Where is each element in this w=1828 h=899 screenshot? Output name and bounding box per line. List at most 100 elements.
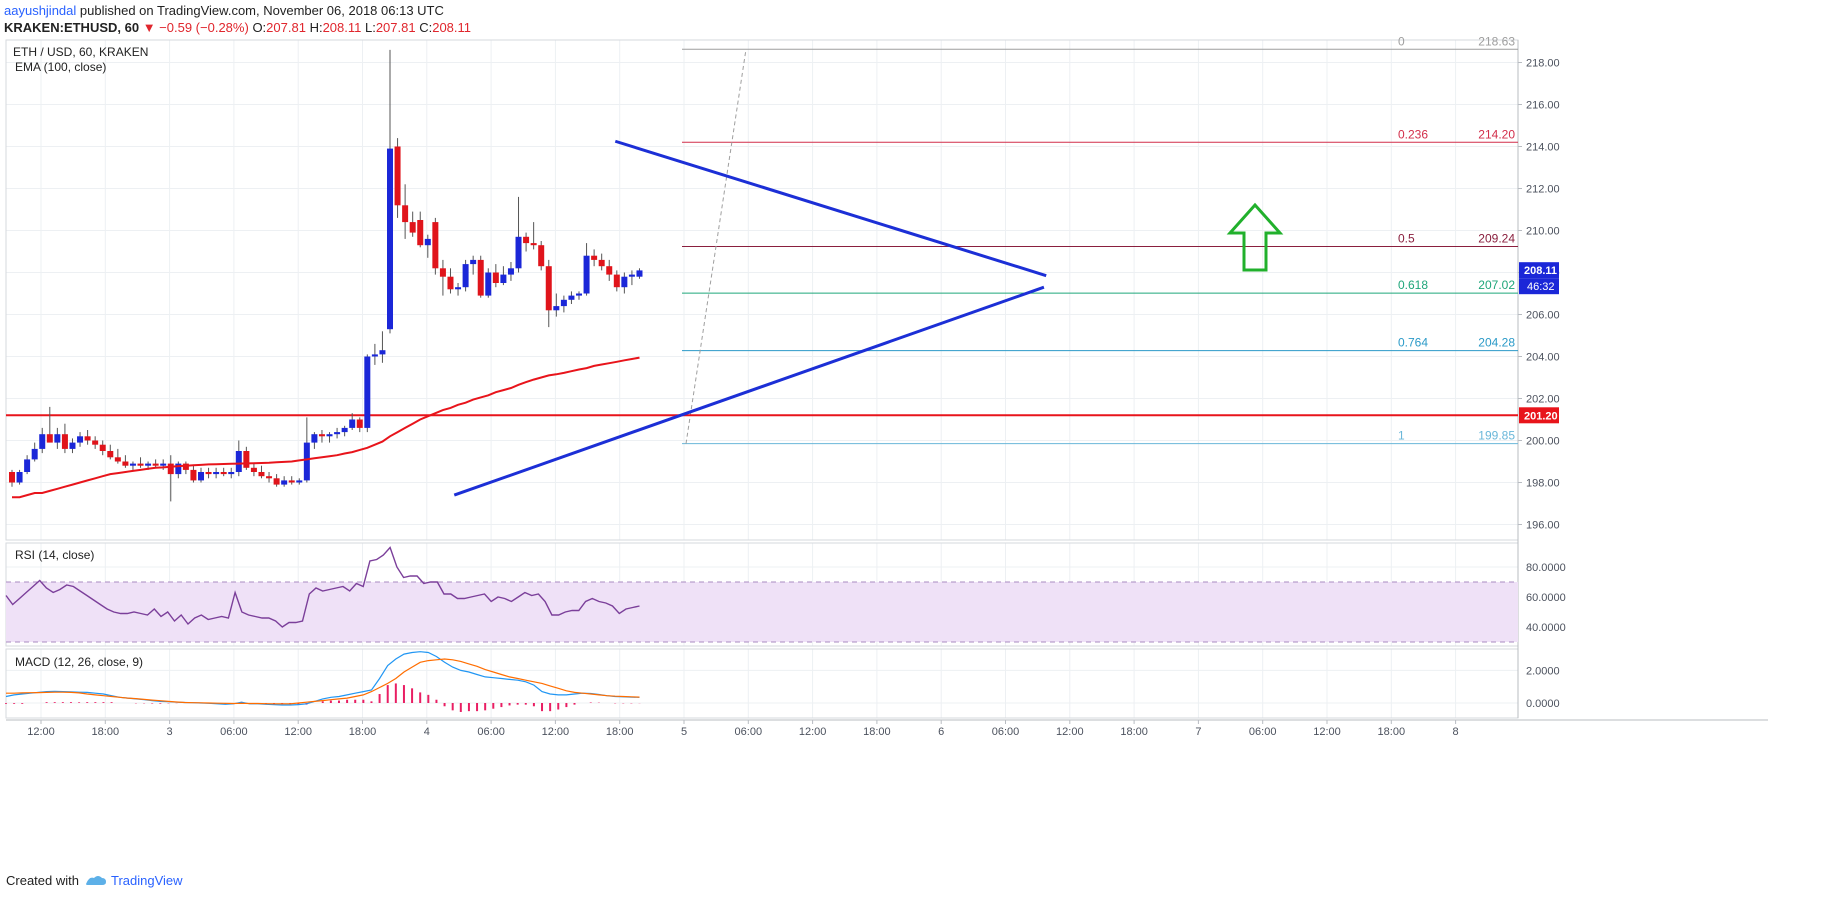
low-value: 207.81	[375, 20, 416, 35]
time-tick-label: 18:00	[606, 726, 634, 738]
ema-line	[12, 356, 640, 499]
close-value: 208.11	[432, 20, 472, 35]
candle-body	[545, 266, 552, 311]
candle-body	[598, 259, 605, 267]
price-tick-label: 214.00	[1526, 142, 1560, 154]
candle-body	[628, 274, 635, 277]
candle-body	[190, 469, 197, 481]
macd-tick-label: 0.0000	[1526, 698, 1560, 710]
rsi-pane	[5, 546, 1518, 643]
candle-body	[485, 272, 492, 296]
tradingview-link[interactable]: TradingView	[110, 873, 183, 888]
price-tick-label: 204.00	[1526, 352, 1560, 364]
created-with-text: Created with	[6, 873, 79, 888]
time-tick-label: 18:00	[863, 726, 891, 738]
candle-body	[24, 459, 31, 472]
rsi-tick-label: 80.0000	[1526, 562, 1566, 574]
candle-body	[591, 255, 598, 260]
candle-body	[198, 472, 204, 481]
price-axis[interactable]: 218.00216.00214.00212.00210.00208.00206.…	[1518, 58, 1566, 711]
macd-label: MACD (12, 26, close, 9)	[15, 655, 143, 669]
pane-frame	[5, 648, 1519, 719]
author-link[interactable]: aayushjindal	[4, 3, 77, 18]
candle-body	[439, 268, 446, 277]
publish-info: aayushjindal published on TradingView.co…	[4, 2, 444, 19]
candle-body	[220, 472, 227, 475]
falling-resistance-trendline	[614, 139, 1047, 278]
candle-body	[258, 472, 265, 477]
candle-body	[523, 236, 530, 244]
high-label: H:	[309, 20, 323, 35]
candle-body	[92, 440, 99, 445]
fib-retracement[interactable]: 0 218.63 0.236 214.20 0.5 209.24 0.618 207.02 0.…	[682, 34, 1518, 445]
fib-ratio-label: 0.5	[1398, 231, 1415, 245]
candle-body	[281, 480, 288, 485]
time-axis[interactable]: 12:00 18:00 3 06:00 12:00 18:00 4 06:00 12:00 18:…	[27, 720, 1459, 738]
candle-body	[167, 463, 174, 475]
candle-body	[326, 434, 333, 437]
time-tick-label: 12:00	[799, 726, 827, 738]
time-tick-label: 06:00	[220, 726, 248, 738]
chart-area[interactable]: 0 218.63 0.236 214.20 0.5 209.24 0.618 207.02 0.…	[0, 0, 1828, 870]
candle-body	[606, 266, 613, 275]
candle-body	[288, 480, 295, 483]
candle-body	[553, 306, 560, 311]
candle-body	[145, 463, 152, 466]
candles	[9, 49, 643, 502]
candle-body	[84, 436, 91, 441]
time-tick-label: 06:00	[992, 726, 1020, 738]
support-badge-bg	[1519, 407, 1559, 424]
candle-body	[568, 295, 575, 300]
candle-body	[470, 259, 477, 265]
candle-body	[235, 451, 242, 472]
candle-body	[492, 272, 499, 283]
support-badge: 201.20	[1524, 410, 1558, 422]
price-tick-label: 196.00	[1526, 520, 1560, 532]
up-arrow-shape	[1226, 202, 1284, 272]
price-tick-label: 216.00	[1526, 100, 1560, 112]
candle-body	[500, 274, 507, 283]
candle-body	[296, 480, 303, 483]
fib-ratio-label: 0	[1398, 34, 1405, 48]
high-value: 208.11	[322, 20, 362, 35]
candle-body	[364, 356, 371, 428]
time-tick-label: 12:00	[284, 726, 312, 738]
candle-body	[462, 264, 469, 288]
up-arrow-icon[interactable]	[1226, 202, 1284, 272]
candle-body	[129, 463, 136, 466]
time-tick-label: 18:00	[1378, 726, 1406, 738]
candle-body	[371, 354, 378, 357]
fib-value-label: 199.85	[1478, 429, 1515, 443]
candle-body	[228, 472, 235, 475]
candle-body	[182, 463, 189, 470]
candle-body	[417, 220, 424, 246]
fib-ratio-label: 0.618	[1398, 278, 1428, 292]
fib-value-label: 207.02	[1478, 278, 1515, 292]
candle-body	[432, 222, 439, 269]
time-tick-label: 3	[167, 726, 173, 738]
candle-body	[160, 463, 167, 466]
pane-frame	[5, 39, 1519, 541]
fib-ratio-label: 0.764	[1398, 336, 1428, 350]
candle-body	[39, 434, 46, 449]
candle-body	[205, 472, 212, 475]
candle-body	[54, 434, 61, 443]
candle-body	[356, 419, 363, 428]
tradingview-logo-icon	[85, 874, 107, 889]
candle-body	[515, 236, 522, 269]
candle-body	[402, 205, 409, 223]
candle-body	[507, 268, 514, 275]
rising-support-trendline	[453, 285, 1045, 497]
time-tick-label: 18:00	[349, 726, 377, 738]
price-tick-label: 206.00	[1526, 310, 1560, 322]
candle-body	[621, 276, 628, 288]
candle-body	[334, 432, 341, 435]
candle-body	[137, 463, 144, 466]
candle-body	[99, 444, 106, 451]
time-tick-label: 4	[424, 726, 430, 738]
price-tick-label: 198.00	[1526, 478, 1560, 490]
candle-body	[349, 419, 356, 428]
triangle-trendlines[interactable]	[453, 139, 1047, 497]
macd-tick-label: 2.0000	[1526, 665, 1560, 677]
